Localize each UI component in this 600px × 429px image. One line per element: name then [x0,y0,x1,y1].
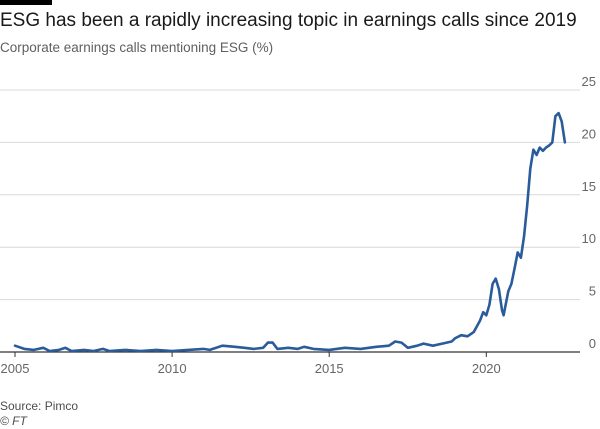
x-tick-label-2020: 2020 [472,361,501,376]
x-tick-label-2015: 2015 [315,361,344,376]
y-axis-tick-labels: 0 5 10 15 20 25 [582,74,596,351]
y-tick-label-10: 10 [582,231,596,246]
y-tick-label-0: 0 [589,336,596,351]
y-tick-label-15: 15 [582,179,596,194]
source-note: Source: Pimco [0,399,79,413]
ft-credit: © FT [0,414,27,428]
grid-lines [0,89,580,353]
x-tick-label-2010: 2010 [158,361,187,376]
brand-bar [0,0,52,5]
chart-subtitle: Corporate earnings calls mentioning ESG … [0,40,274,55]
y-tick-label-25: 25 [582,74,596,89]
x-tick-label-2005: 2005 [1,361,30,376]
series-lines [13,111,567,353]
x-axis: 2005 2010 2015 2020 [1,352,501,376]
y-tick-label-20: 20 [582,126,596,141]
chart-title: ESG has been a rapidly increasing topic … [0,10,577,31]
series-line-0 [13,111,567,353]
line-chart: 0 5 10 15 20 25 2005 2010 2015 2020 [0,74,596,376]
y-tick-label-5: 5 [589,284,596,299]
